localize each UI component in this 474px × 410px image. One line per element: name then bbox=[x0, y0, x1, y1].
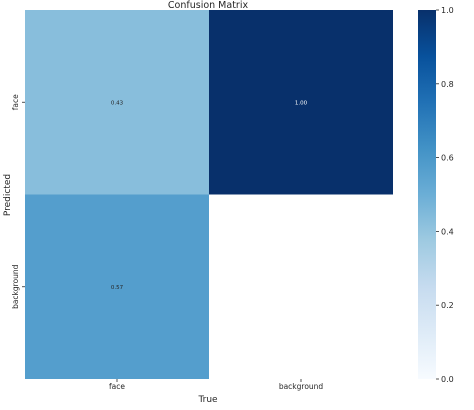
x-axis-ticks: face background bbox=[109, 379, 323, 391]
colorbar-tick-label: 0.4 bbox=[441, 227, 454, 236]
colorbar-tick-label: 0.2 bbox=[441, 301, 454, 310]
y-axis-ticks: face background bbox=[11, 94, 25, 309]
heatmap-cell bbox=[25, 194, 209, 379]
y-tick-label: background bbox=[11, 264, 20, 309]
cell-value-label: 0.43 bbox=[111, 100, 124, 106]
chart-title: Confusion Matrix bbox=[168, 0, 249, 11]
heatmap-cells bbox=[25, 10, 393, 379]
x-tick-label: background bbox=[279, 382, 324, 391]
heatmap-cell bbox=[209, 10, 393, 195]
colorbar-tick-label: 1.0 bbox=[441, 6, 454, 15]
colorbar-tick-label: 0.8 bbox=[441, 80, 454, 89]
colorbar-tick-label: 0.6 bbox=[441, 154, 454, 163]
colorbar-tick-label: 0.0 bbox=[441, 375, 454, 384]
heatmap-cell-labels: 0.43 1.00 0.57 bbox=[111, 100, 308, 291]
heatmap-cell bbox=[25, 10, 209, 195]
x-axis-label: True bbox=[197, 395, 218, 405]
colorbar-ticks: 0.0 0.2 0.4 0.6 0.8 1.0 bbox=[436, 6, 454, 384]
colorbar bbox=[418, 10, 436, 379]
y-tick-label: face bbox=[11, 94, 20, 110]
cell-value-label: 0.57 bbox=[111, 285, 124, 291]
x-tick-label: face bbox=[109, 382, 125, 391]
y-axis-label: Predicted bbox=[3, 174, 13, 216]
cell-value-label: 1.00 bbox=[295, 100, 308, 106]
